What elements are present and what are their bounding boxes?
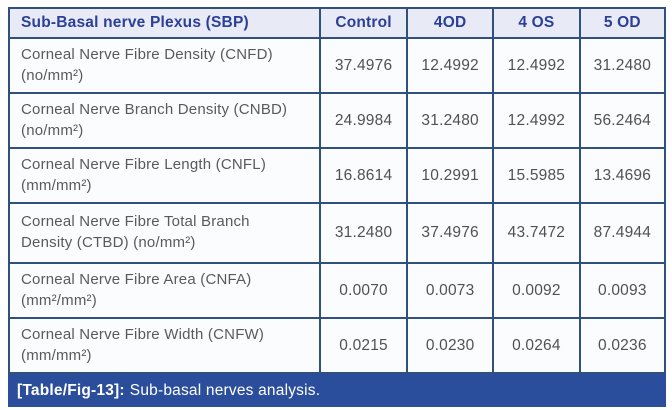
- cell-value: 56.2464: [578, 92, 667, 149]
- row-label-line1: Corneal Nerve Fibre Total Branch: [21, 213, 250, 231]
- row-label-line1: Corneal Nerve Branch Density (CNBD): [21, 100, 288, 118]
- cell-value: 0.0230: [406, 317, 495, 374]
- table-row: Corneal Nerve Fibre Area (CNFA) (mm²/mm²…: [8, 262, 667, 319]
- cell-value: 12.4992: [406, 37, 495, 94]
- table-figure: Sub-Basal nerve Plexus (SBP) Control 4OD…: [8, 7, 667, 407]
- table-row: Corneal Nerve Fibre Length (CNFL) (mm/mm…: [8, 147, 667, 204]
- row-label-line1: Corneal Nerve Fibre Density (CNFD): [21, 45, 273, 63]
- header-cell-5od: 5 OD: [578, 7, 667, 39]
- table-row: Corneal Nerve Fibre Total Branch Density…: [8, 202, 667, 264]
- row-label-line1: Corneal Nerve Fibre Area (CNFA): [21, 270, 252, 288]
- row-label: Corneal Nerve Fibre Density (CNFD) (no/m…: [8, 37, 321, 94]
- row-label-line2: (no/mm²): [21, 66, 84, 84]
- cell-value: 0.0264: [492, 317, 581, 374]
- table-header-row: Sub-Basal nerve Plexus (SBP) Control 4OD…: [8, 7, 667, 39]
- row-label-line2: (mm/mm²): [21, 346, 92, 364]
- caption-tag: [Table/Fig-13]:: [17, 381, 125, 399]
- row-label: Corneal Nerve Fibre Total Branch Density…: [8, 202, 321, 264]
- cell-value: 37.4976: [318, 37, 409, 94]
- row-label-line1: Corneal Nerve Fibre Length (CNFL): [21, 155, 267, 173]
- cell-value: 16.8614: [318, 147, 409, 204]
- row-label-line2: (mm/mm²): [21, 176, 92, 194]
- header-cell-control: Control: [318, 7, 409, 39]
- row-label-line2: Density (CTBD) (no/mm²): [21, 234, 196, 251]
- table-row: Corneal Nerve Fibre Density (CNFD) (no/m…: [8, 37, 667, 94]
- cell-value: 12.4992: [492, 37, 581, 94]
- cell-value: 0.0236: [578, 317, 667, 374]
- cell-value: 24.9984: [318, 92, 409, 149]
- cell-value: 0.0093: [578, 262, 667, 319]
- table-row: Corneal Nerve Fibre Width (CNFW) (mm/mm²…: [8, 317, 667, 374]
- cell-value: 31.2480: [578, 37, 667, 94]
- row-label: Corneal Nerve Branch Density (CNBD) (no/…: [8, 92, 321, 149]
- header-cell-label: Sub-Basal nerve Plexus (SBP): [8, 7, 321, 39]
- cell-value: 12.4992: [492, 92, 581, 149]
- row-label: Corneal Nerve Fibre Length (CNFL) (mm/mm…: [8, 147, 321, 204]
- cell-value: 37.4976: [406, 202, 495, 264]
- cell-value: 0.0092: [492, 262, 581, 319]
- cell-value: 0.0215: [318, 317, 409, 374]
- row-label-line2: (no/mm²): [21, 121, 84, 139]
- cell-value: 0.0070: [318, 262, 409, 319]
- header-cell-4os: 4 OS: [492, 7, 581, 39]
- cell-value: 43.7472: [492, 202, 581, 264]
- cell-value: 87.4944: [578, 202, 667, 264]
- cell-value: 31.2480: [318, 202, 409, 264]
- caption-text: Sub-basal nerves analysis.: [129, 381, 321, 399]
- sbp-table: Sub-Basal nerve Plexus (SBP) Control 4OD…: [8, 7, 667, 374]
- cell-value: 10.2991: [406, 147, 495, 204]
- row-label: Corneal Nerve Fibre Area (CNFA) (mm²/mm²…: [8, 262, 321, 319]
- header-cell-4od: 4OD: [406, 7, 495, 39]
- cell-value: 13.4696: [578, 147, 667, 204]
- row-label-line1: Corneal Nerve Fibre Width (CNFW): [21, 325, 265, 343]
- row-label: Corneal Nerve Fibre Width (CNFW) (mm/mm²…: [8, 317, 321, 374]
- cell-value: 31.2480: [406, 92, 495, 149]
- cell-value: 15.5985: [492, 147, 581, 204]
- row-label-line2: (mm²/mm²): [21, 291, 97, 309]
- table-caption: [Table/Fig-13]: Sub-basal nerves analysi…: [8, 374, 666, 407]
- table-row: Corneal Nerve Branch Density (CNBD) (no/…: [8, 92, 667, 149]
- cell-value: 0.0073: [406, 262, 495, 319]
